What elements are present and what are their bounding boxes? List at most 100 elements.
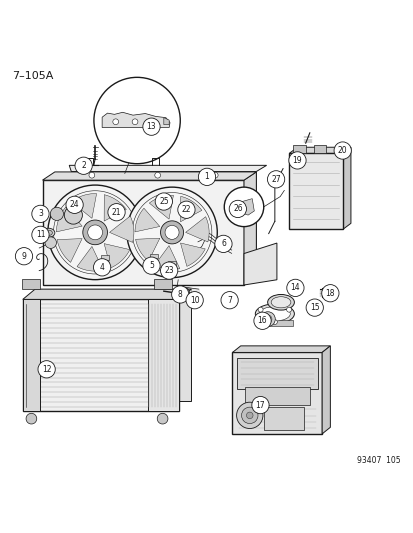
Bar: [236, 358, 317, 389]
Polygon shape: [104, 195, 126, 221]
Polygon shape: [56, 207, 82, 232]
Circle shape: [221, 292, 237, 309]
Polygon shape: [135, 208, 159, 232]
Bar: [289, 154, 342, 230]
Circle shape: [93, 259, 111, 276]
Polygon shape: [154, 246, 179, 270]
Circle shape: [126, 187, 217, 278]
Circle shape: [155, 193, 172, 210]
Polygon shape: [77, 246, 103, 271]
Circle shape: [160, 262, 177, 279]
Text: 16: 16: [257, 316, 267, 325]
Bar: [23, 300, 40, 411]
Bar: [244, 387, 309, 406]
Circle shape: [246, 412, 252, 418]
Circle shape: [286, 307, 291, 312]
Text: 13: 13: [146, 122, 156, 131]
Polygon shape: [342, 147, 350, 230]
Polygon shape: [71, 193, 96, 219]
Text: 21: 21: [112, 208, 121, 217]
Bar: [148, 300, 178, 411]
Bar: [101, 255, 109, 260]
Circle shape: [288, 152, 305, 169]
Text: 7: 7: [227, 296, 232, 305]
Ellipse shape: [271, 297, 290, 308]
Text: 26: 26: [233, 205, 242, 213]
Polygon shape: [289, 147, 350, 154]
Circle shape: [160, 221, 183, 244]
Circle shape: [50, 207, 63, 221]
Text: 22: 22: [181, 205, 191, 214]
Circle shape: [94, 77, 180, 164]
Bar: [168, 261, 176, 265]
Circle shape: [198, 168, 215, 185]
Text: 20: 20: [337, 146, 347, 155]
Polygon shape: [104, 244, 130, 268]
Text: 5: 5: [149, 261, 154, 270]
Polygon shape: [185, 217, 209, 242]
Polygon shape: [35, 289, 191, 401]
Circle shape: [179, 287, 189, 297]
Circle shape: [272, 320, 277, 325]
Circle shape: [154, 172, 160, 178]
Text: 27: 27: [271, 175, 280, 184]
Text: 18: 18: [325, 289, 334, 298]
Circle shape: [185, 292, 203, 309]
Bar: [22, 279, 40, 289]
Circle shape: [260, 312, 275, 327]
Circle shape: [26, 413, 37, 424]
Ellipse shape: [45, 230, 52, 236]
Polygon shape: [135, 238, 159, 261]
Circle shape: [38, 361, 55, 378]
Text: 10: 10: [190, 296, 199, 305]
Text: 9: 9: [21, 252, 26, 261]
Circle shape: [75, 157, 92, 174]
Text: 15: 15: [309, 303, 319, 312]
Circle shape: [150, 119, 156, 125]
Bar: [293, 145, 305, 154]
Text: 7–105A: 7–105A: [12, 71, 53, 81]
Polygon shape: [102, 112, 170, 127]
Bar: [263, 407, 304, 430]
Circle shape: [251, 397, 268, 414]
Circle shape: [165, 225, 178, 239]
Polygon shape: [55, 172, 256, 277]
Text: 6: 6: [221, 239, 225, 248]
Polygon shape: [149, 195, 173, 219]
Polygon shape: [243, 172, 256, 285]
Text: 12: 12: [42, 365, 51, 374]
Polygon shape: [235, 199, 254, 215]
Circle shape: [89, 172, 95, 178]
Circle shape: [258, 307, 262, 312]
Polygon shape: [43, 172, 256, 180]
Text: 14: 14: [290, 284, 299, 293]
Circle shape: [66, 196, 83, 213]
Circle shape: [132, 119, 138, 125]
Circle shape: [333, 142, 351, 159]
Polygon shape: [243, 243, 276, 285]
Circle shape: [229, 200, 246, 217]
Polygon shape: [180, 243, 205, 266]
Polygon shape: [321, 346, 330, 434]
Text: 19: 19: [292, 156, 301, 165]
Polygon shape: [164, 118, 169, 125]
Circle shape: [177, 201, 195, 219]
Polygon shape: [232, 346, 330, 352]
Bar: [153, 279, 171, 289]
Circle shape: [83, 220, 107, 245]
Circle shape: [142, 257, 160, 274]
Circle shape: [108, 204, 125, 221]
Circle shape: [286, 279, 303, 296]
Circle shape: [15, 248, 33, 265]
Circle shape: [157, 413, 168, 424]
Polygon shape: [23, 289, 191, 300]
Text: 17: 17: [255, 401, 265, 409]
Circle shape: [241, 407, 257, 424]
Bar: [232, 352, 321, 434]
Text: 1: 1: [204, 172, 209, 181]
Circle shape: [88, 225, 102, 240]
Polygon shape: [43, 180, 243, 285]
Circle shape: [142, 118, 160, 135]
Polygon shape: [109, 216, 133, 243]
Circle shape: [321, 285, 338, 302]
